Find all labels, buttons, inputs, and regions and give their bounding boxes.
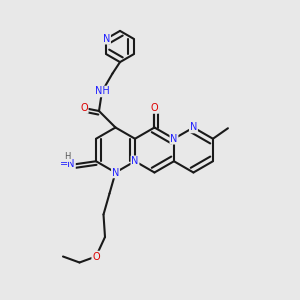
Text: H: H: [64, 152, 71, 161]
Text: N: N: [170, 134, 178, 144]
Text: O: O: [80, 103, 88, 113]
Text: =N: =N: [59, 159, 75, 169]
Text: N: N: [103, 34, 110, 44]
Text: N: N: [112, 167, 119, 178]
Text: N: N: [190, 122, 197, 133]
Text: NH: NH: [94, 86, 110, 97]
Text: N: N: [131, 156, 139, 166]
Text: O: O: [151, 103, 158, 113]
Text: O: O: [92, 251, 100, 262]
